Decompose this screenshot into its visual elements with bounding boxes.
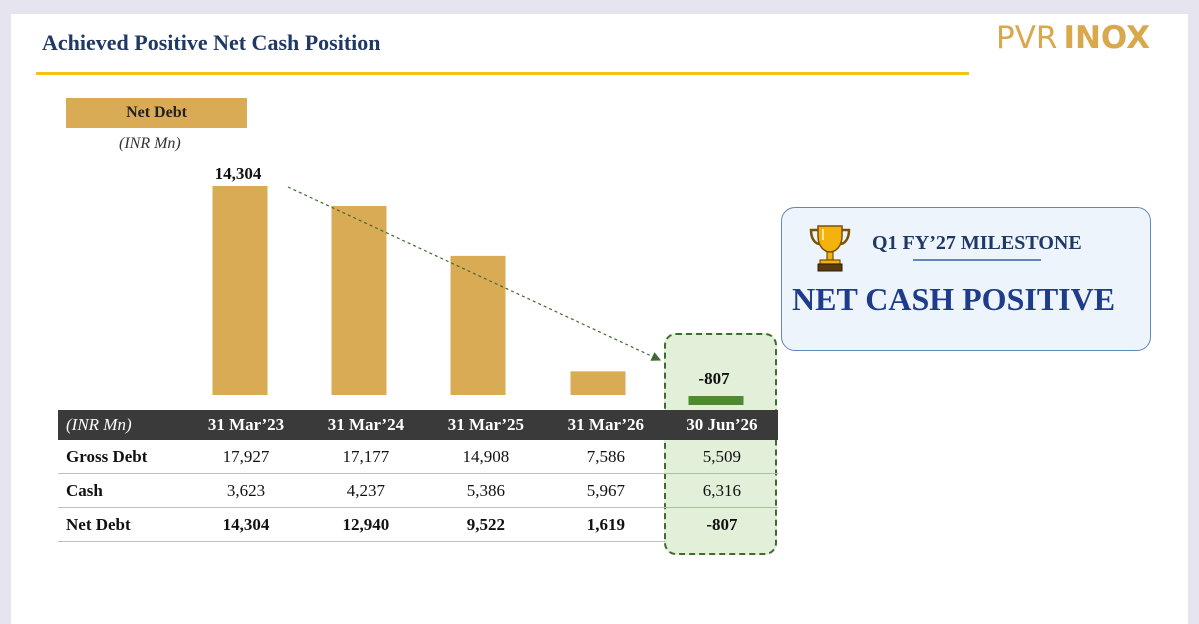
table-cell: 6,316	[665, 473, 778, 508]
table-cell: 17,177	[305, 440, 426, 474]
table-cell: 7,586	[545, 440, 666, 474]
milestone-headline: NET CASH POSITIVE	[792, 281, 1116, 317]
bar-2	[450, 255, 506, 395]
table-cell: 9,522	[425, 507, 546, 542]
table-header-unit: (INR Mn)	[58, 410, 186, 440]
table-cell: 17,927	[186, 440, 306, 474]
logo-part-inox: INOX	[1063, 20, 1151, 56]
table-row-gross-debt: Gross Debt 17,927 17,177 14,908 7,586 5,…	[58, 440, 778, 474]
table-cell: 14,908	[425, 440, 546, 474]
row-label: Gross Debt	[58, 440, 186, 474]
milestone-underline	[913, 259, 1041, 261]
table-header-row: (INR Mn) 31 Mar’23 31 Mar’24 31 Mar’25 3…	[58, 410, 778, 440]
row-label: Cash	[58, 473, 186, 508]
data-label-0: 14,304	[215, 164, 262, 183]
title-underline	[36, 72, 969, 75]
table-header-col: 31 Mar’23	[186, 410, 306, 440]
debt-table: (INR Mn) 31 Mar’23 31 Mar’24 31 Mar’25 3…	[58, 410, 778, 542]
bar-4	[688, 396, 744, 405]
bar-0	[212, 186, 268, 395]
logo-part-pvr: PVR	[996, 20, 1058, 56]
data-label-4: -807	[698, 369, 730, 388]
table-header-col: 31 Mar’25	[425, 410, 546, 440]
table-cell: 12,940	[305, 507, 426, 542]
bar-1	[331, 205, 387, 395]
table-header-col: 31 Mar’24	[305, 410, 426, 440]
table-row-net-debt: Net Debt 14,304 12,940 9,522 1,619 -807	[58, 507, 778, 542]
table-cell: 4,237	[305, 473, 426, 508]
table-header-col: 31 Mar’26	[545, 410, 666, 440]
table-cell: 1,619	[545, 507, 666, 542]
chart-unit-label: (INR Mn)	[119, 135, 181, 152]
table-row-cash: Cash 3,623 4,237 5,386 5,967 6,316	[58, 473, 778, 508]
trend-arrow	[287, 186, 662, 361]
net-debt-label: Net Debt	[66, 98, 247, 128]
table-header-col: 30 Jun’26	[665, 410, 778, 440]
page-title: Achieved Positive Net Cash Position	[42, 30, 381, 55]
brand-logo: PVR INOX	[996, 20, 1150, 56]
row-label: Net Debt	[58, 507, 186, 542]
table-cell: 5,509	[665, 440, 778, 474]
milestone-subtitle: Q1 FY’27 MILESTONE	[872, 232, 1082, 254]
table-cell: 14,304	[186, 507, 306, 542]
bar-3	[570, 371, 626, 395]
table-cell: 5,386	[425, 473, 546, 508]
table-cell: 3,623	[186, 473, 306, 508]
table-cell: 5,967	[545, 473, 666, 508]
table-cell: -807	[706, 514, 738, 534]
trophy-icon	[809, 225, 851, 272]
